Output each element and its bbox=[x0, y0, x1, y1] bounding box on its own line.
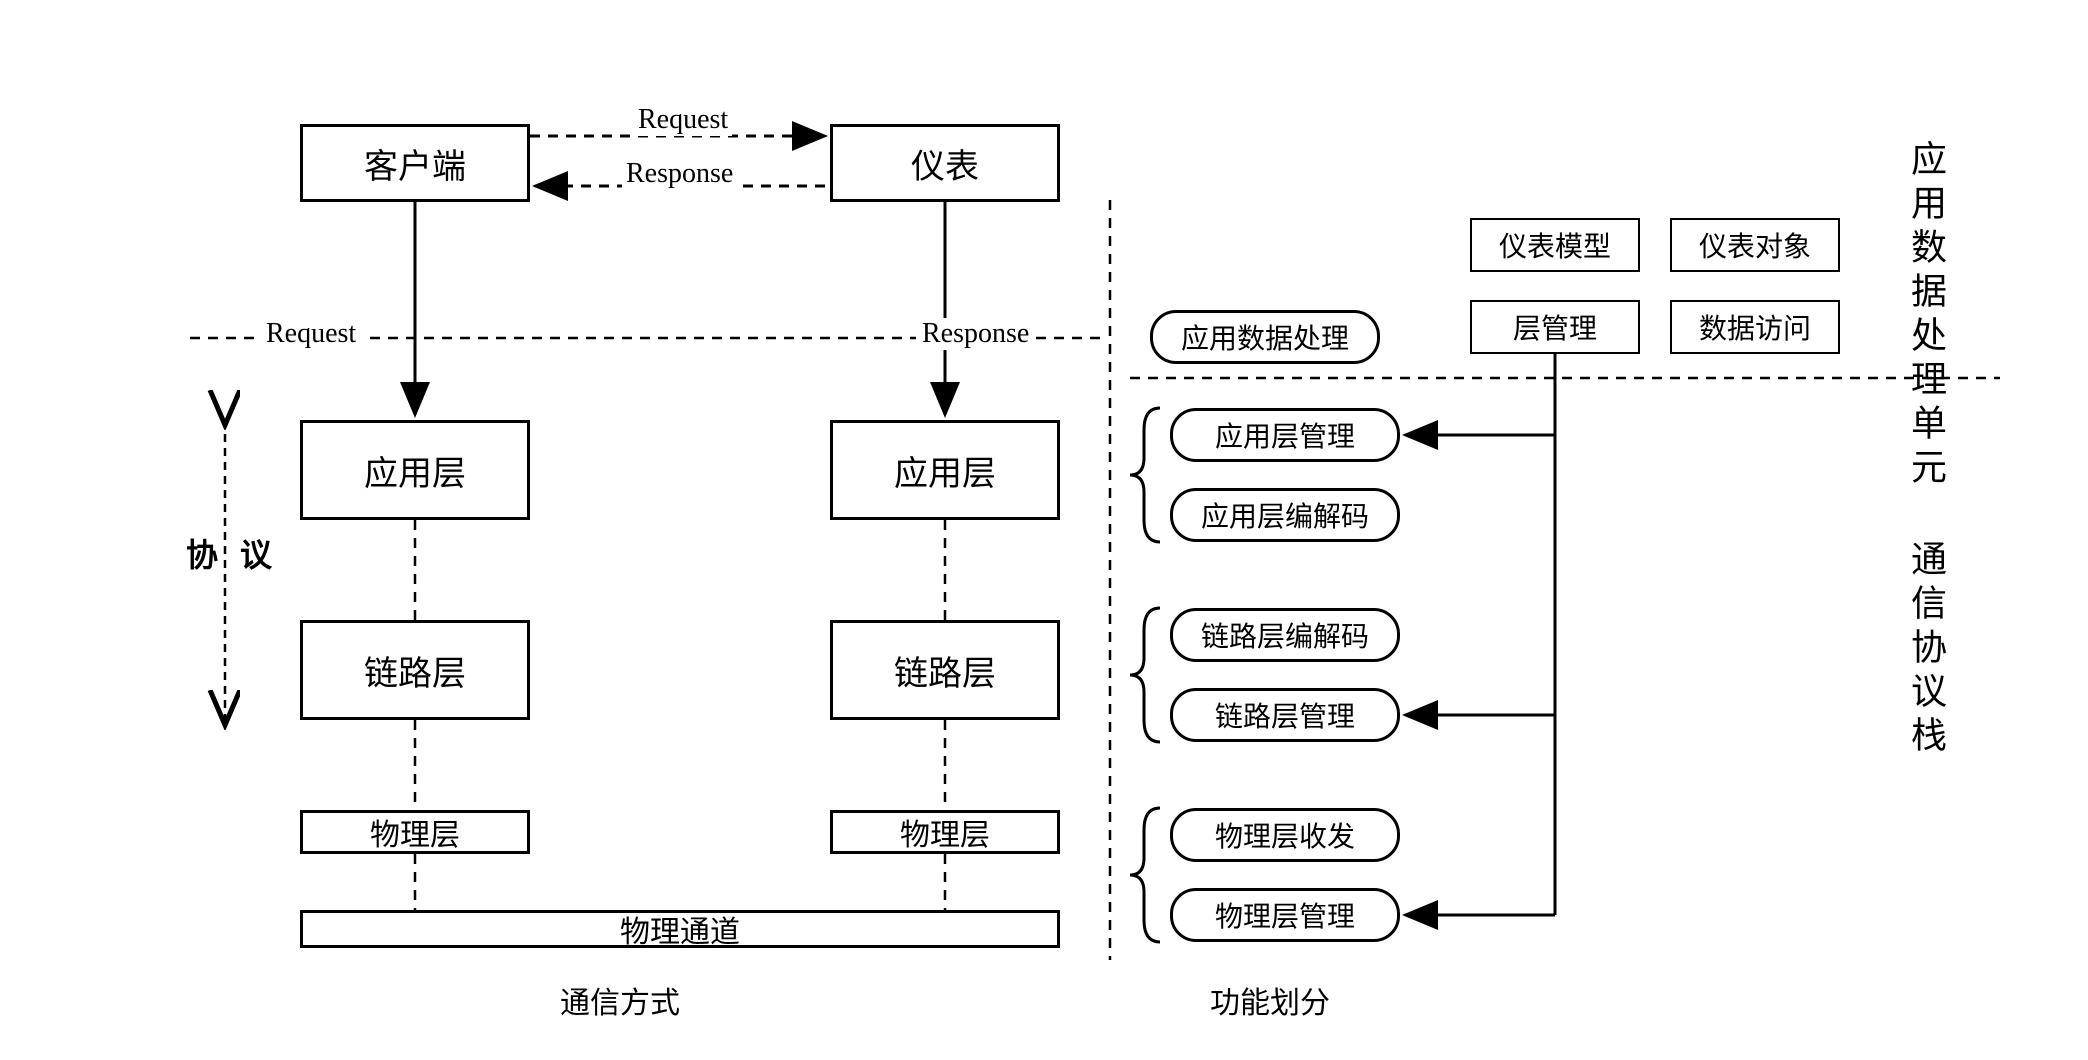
phys-layer-right: 物理层 bbox=[830, 810, 1060, 854]
layer-mgmt-box: 层管理 bbox=[1470, 300, 1640, 354]
link-layer-left: 链路层 bbox=[300, 620, 530, 720]
meter-label: 仪表 bbox=[911, 139, 979, 188]
response-mid-label: Response bbox=[916, 318, 1035, 350]
phys-mgmt-pill: 物理层管理 bbox=[1170, 888, 1400, 942]
protocol-label-2: 议 bbox=[240, 530, 272, 576]
protocol-label-1: 协 bbox=[186, 530, 218, 576]
response-top-label: Response bbox=[622, 158, 737, 190]
app-mgmt-pill: 应用层管理 bbox=[1170, 408, 1400, 462]
data-access-box: 数据访问 bbox=[1670, 300, 1840, 354]
link-layer-right: 链路层 bbox=[830, 620, 1060, 720]
meter-model-box: 仪表模型 bbox=[1470, 218, 1640, 272]
link-mgmt-pill: 链路层管理 bbox=[1170, 688, 1400, 742]
client-box: 客户端 bbox=[300, 124, 530, 202]
app-data-proc-pill: 应用数据处理 bbox=[1150, 310, 1380, 364]
app-layer-right: 应用层 bbox=[830, 420, 1060, 520]
link-codec-pill: 链路层编解码 bbox=[1170, 608, 1400, 662]
adpu-label: 应用数据处理单元 bbox=[1900, 140, 1952, 492]
diagram-canvas: 客户端 仪表 应用层 应用层 链路层 链路层 物理层 物理层 物理通道 应用数据… bbox=[0, 0, 2088, 1060]
client-label: 客户端 bbox=[364, 139, 466, 188]
app-layer-left: 应用层 bbox=[300, 420, 530, 520]
comm-stack-label: 通信协议栈 bbox=[1900, 540, 1952, 760]
func-div-label: 功能划分 bbox=[1210, 978, 1330, 1022]
request-mid-label: Request bbox=[260, 318, 362, 350]
meter-obj-box: 仪表对象 bbox=[1670, 218, 1840, 272]
request-top-label: Request bbox=[634, 104, 732, 136]
phys-layer-left: 物理层 bbox=[300, 810, 530, 854]
phys-rxtx-pill: 物理层收发 bbox=[1170, 808, 1400, 862]
comm-mode-label: 通信方式 bbox=[560, 978, 680, 1022]
meter-box: 仪表 bbox=[830, 124, 1060, 202]
app-codec-pill: 应用层编解码 bbox=[1170, 488, 1400, 542]
phys-channel: 物理通道 bbox=[300, 910, 1060, 948]
